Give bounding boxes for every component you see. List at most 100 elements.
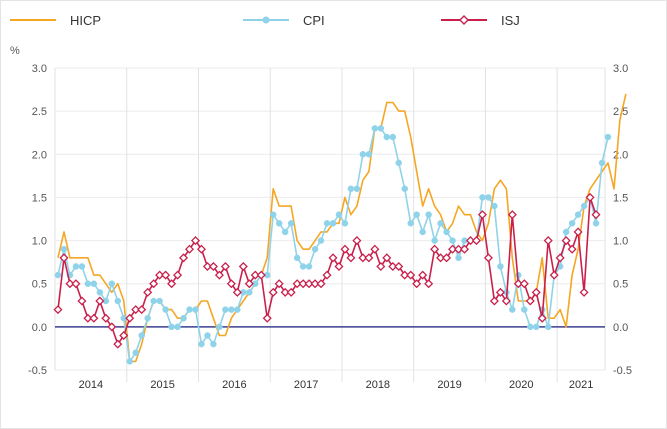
data-point-isj	[424, 279, 434, 289]
data-point-cpi	[174, 323, 181, 331]
data-point-cpi	[275, 220, 283, 227]
data-point-isj	[83, 313, 93, 323]
data-point-cpi	[126, 358, 133, 365]
data-point-isj	[53, 305, 63, 315]
data-point-isj	[161, 270, 171, 280]
x-year-label: 2017	[294, 379, 318, 391]
data-point-isj	[238, 261, 248, 271]
y-unit-label: %	[10, 45, 20, 57]
legend-item-hicp: HICP	[10, 13, 101, 28]
data-point-isj	[436, 253, 446, 263]
data-point-cpi	[395, 159, 402, 167]
data-point-cpi	[533, 323, 540, 331]
data-point-isj	[268, 287, 278, 297]
data-point-isj	[95, 296, 105, 306]
data-point-isj	[59, 253, 69, 263]
data-point-isj	[448, 244, 458, 254]
data-point-cpi	[449, 237, 456, 244]
data-point-cpi	[234, 306, 241, 313]
data-point-isj	[477, 210, 487, 220]
data-point-isj	[214, 270, 224, 280]
data-point-isj	[149, 279, 159, 289]
data-point-cpi	[78, 263, 86, 270]
legend-label: HICP	[70, 13, 101, 28]
data-point-isj	[190, 236, 201, 246]
data-point-cpi	[592, 220, 600, 227]
data-point-isj	[430, 244, 440, 254]
data-point-isj	[77, 296, 87, 306]
data-point-cpi	[299, 263, 307, 270]
legend-item-isj: ISJ	[441, 13, 520, 28]
x-year-label: 2021	[569, 379, 593, 391]
data-point-isj	[591, 210, 601, 220]
data-point-cpi	[60, 245, 68, 253]
data-point-cpi	[509, 306, 516, 313]
data-point-isj	[244, 279, 254, 289]
data-point-isj	[519, 279, 529, 289]
x-year-label: 2019	[437, 379, 461, 391]
data-point-cpi	[54, 271, 62, 279]
data-point-isj	[579, 287, 589, 297]
legend: HICP CPI ISJ	[10, 13, 520, 28]
data-point-cpi	[186, 306, 193, 313]
data-point-isj	[220, 261, 230, 271]
data-point-isj	[101, 313, 111, 323]
y-tick-label-right: 2.0	[613, 149, 628, 161]
data-point-isj	[471, 236, 481, 246]
data-point-isj	[489, 296, 499, 306]
legend-item-cpi: CPI	[243, 13, 325, 28]
plot-border	[54, 67, 606, 371]
data-point-isj	[125, 313, 135, 323]
axes: 3.0 3.0 2.5 2.5 2.0 2.0 1.5 1.5 1.0 1.0 0.5 0.5 0.0 0…	[10, 45, 632, 391]
data-point-cpi	[305, 263, 313, 270]
data-point-isj	[454, 244, 464, 254]
data-point-cpi	[281, 228, 289, 236]
data-point-cpi	[72, 263, 80, 270]
data-point-isj	[358, 253, 368, 263]
data-point-isj	[89, 313, 99, 323]
y-tick-label-right: 2.5	[613, 106, 628, 118]
data-point-cpi	[527, 323, 534, 331]
data-point-isj	[179, 253, 189, 263]
data-point-cpi	[156, 297, 163, 305]
data-point-cpi	[443, 228, 450, 236]
data-point-cpi	[246, 289, 253, 296]
data-point-isj	[202, 261, 212, 271]
y-tick-label-left: 2.5	[32, 106, 47, 118]
data-point-isj	[280, 287, 290, 297]
data-point-cpi	[329, 220, 337, 227]
data-point-cpi	[407, 220, 414, 227]
data-point-cpi	[568, 220, 576, 227]
data-point-isj	[334, 261, 344, 271]
data-point-isj	[155, 270, 165, 280]
data-point-isj	[537, 313, 547, 323]
data-point-isj	[483, 253, 493, 263]
data-point-isj	[167, 279, 177, 289]
data-point-isj	[262, 313, 272, 323]
data-point-cpi	[580, 202, 588, 210]
data-point-isj	[143, 287, 153, 297]
series-isj	[53, 192, 601, 349]
data-point-cpi	[455, 254, 462, 262]
data-point-isj	[388, 261, 398, 271]
data-point-isj	[412, 279, 422, 289]
data-point-cpi	[419, 228, 426, 236]
data-point-isj	[71, 279, 81, 289]
data-point-cpi	[383, 133, 391, 141]
data-point-cpi	[138, 332, 145, 339]
data-point-cpi	[108, 280, 116, 287]
legend-label: CPI	[303, 13, 325, 28]
data-point-isj	[418, 270, 428, 280]
data-point-isj	[208, 261, 218, 271]
y-tick-label-right: 0.0	[613, 322, 628, 334]
data-point-cpi	[114, 297, 122, 305]
data-point-cpi	[269, 211, 277, 218]
data-point-isj	[250, 270, 260, 280]
data-point-isj	[292, 279, 302, 289]
data-point-cpi	[198, 340, 205, 348]
data-point-cpi	[96, 289, 104, 296]
data-point-isj	[364, 253, 374, 263]
data-point-cpi	[293, 254, 301, 262]
